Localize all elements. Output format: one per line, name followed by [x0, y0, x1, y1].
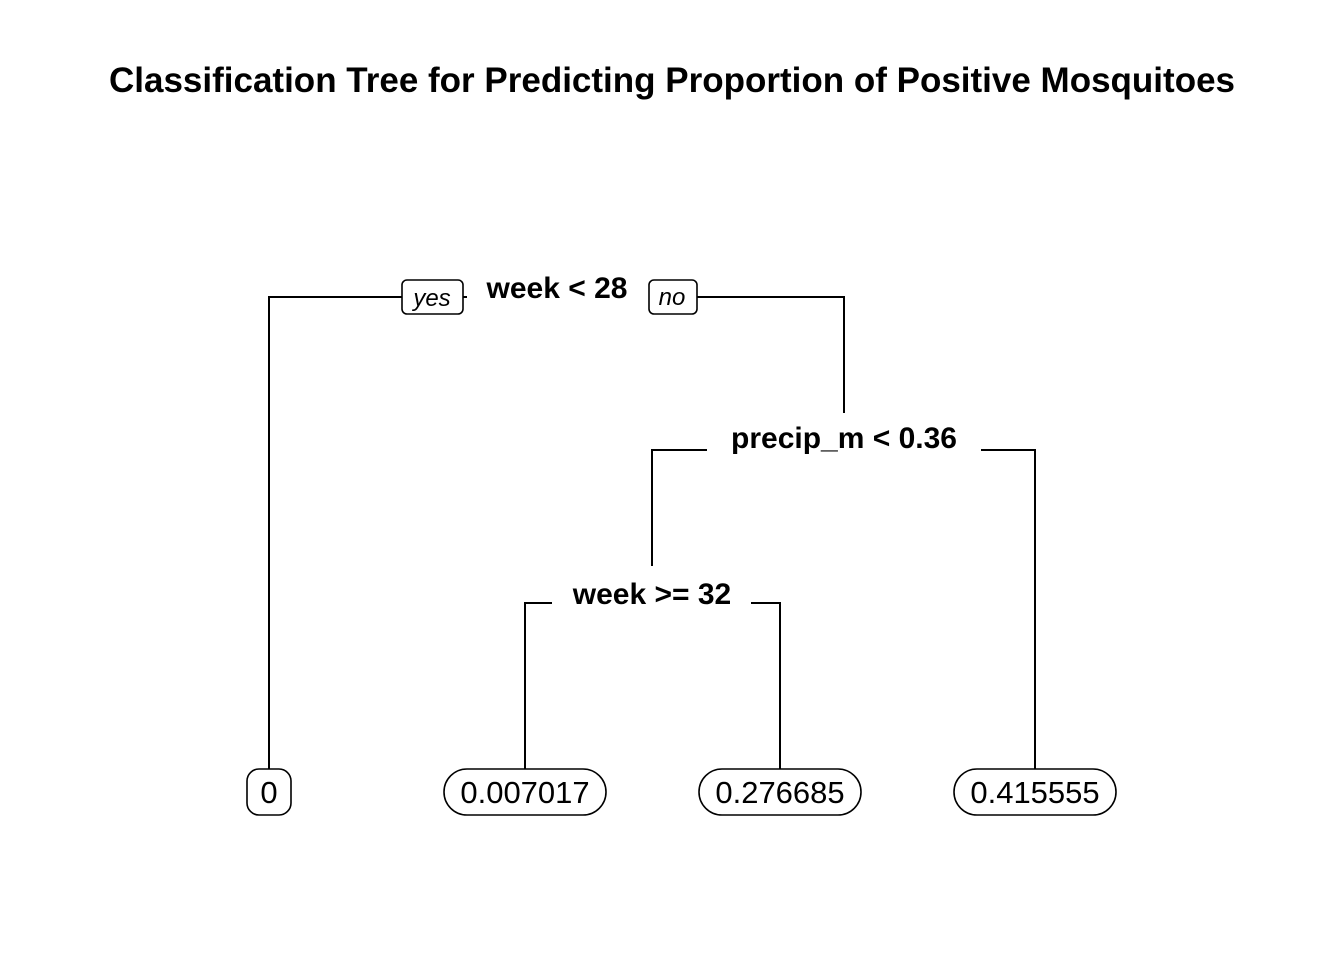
leaf-value: 0.415555 [970, 775, 1099, 810]
edge-week32-no [751, 602, 781, 770]
leaf-value: 0.007017 [460, 775, 589, 810]
yes-branch-label: yes [411, 285, 450, 312]
split-label-precip: precip_m < 0.36 [731, 422, 957, 455]
yes-branch-tag: yes [401, 279, 464, 315]
split-label-root: week < 28 [486, 272, 628, 305]
edge-root-yes [268, 296, 403, 770]
leaf-node: 0.415555 [953, 768, 1117, 816]
no-branch-label: no [659, 284, 686, 311]
leaf-node: 0.276685 [698, 768, 862, 816]
edge-root-no [697, 296, 845, 413]
tree-edges [268, 296, 1036, 770]
leaf-node: 0.007017 [443, 768, 607, 816]
edge-week32-yes [524, 602, 552, 770]
split-label-week32: week >= 32 [572, 578, 731, 611]
no-branch-tag: no [648, 279, 698, 315]
leaf-value: 0.276685 [715, 775, 844, 810]
leaf-value: 0 [260, 775, 277, 810]
edge-precip-yes [651, 449, 707, 566]
diagram-title: Classification Tree for Predicting Propo… [109, 61, 1235, 100]
leaf-node: 0 [246, 768, 292, 816]
edge-precip-no [981, 449, 1036, 770]
